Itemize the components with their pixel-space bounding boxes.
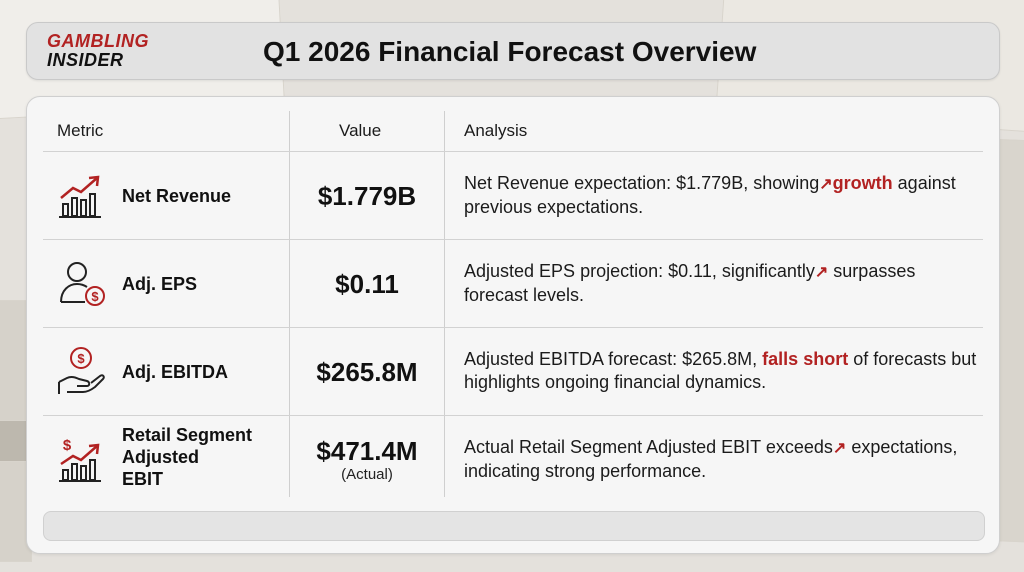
metric-value: $1.779B <box>317 181 417 211</box>
hand-dollar-icon: $ <box>58 347 105 394</box>
analysis-text-part: Adjusted EBITDA forecast: $265.8M, <box>464 349 758 369</box>
analysis-text-part: Actual Retail Segment Adjusted EBIT exce… <box>464 437 833 457</box>
svg-text:$: $ <box>77 351 85 366</box>
logo-line-2: INSIDER <box>47 50 124 70</box>
analysis-text-part: Adjusted EPS projection: $0.11, signific… <box>464 261 815 281</box>
column-header-value: Value <box>339 121 382 140</box>
analysis-text-part: expectations, indicating strong performa… <box>464 437 958 481</box>
svg-text:$: $ <box>91 289 99 304</box>
brand-logo: GAMBLING INSIDER <box>47 32 149 70</box>
metric-label: Adj. EBITDA <box>122 362 228 382</box>
column-header-analysis: Analysis <box>464 121 528 140</box>
analysis-text: Adjusted EPS projection: $0.11, signific… <box>464 260 984 307</box>
value-cell: $0.11 <box>290 269 444 300</box>
row-divider <box>43 239 983 240</box>
value-cell: $1.779B <box>290 181 444 212</box>
table-row-net-revenue: Net Revenue $1.779B Net Revenue expectat… <box>27 152 999 240</box>
footer-bar <box>43 511 985 541</box>
metric-value: $0.11 <box>335 269 399 299</box>
table-row-adj-ebitda: $ Adj. EBITDA $265.8M Adjusted EBITDA fo… <box>27 328 999 416</box>
value-note: (Actual) <box>341 466 393 483</box>
analysis-text: Net Revenue expectation: $1.779B, showin… <box>464 172 984 219</box>
metric-label: Net Revenue <box>122 186 232 206</box>
metric-label: Adj. EPS <box>122 274 198 294</box>
logo-line-1: GAMBLING <box>47 31 149 51</box>
analysis-text-part: of forecasts but highlights ongoing fina… <box>464 349 977 392</box>
column-divider <box>444 111 445 497</box>
forecast-table: Metric Value Analysis Net Revenue $1.779… <box>26 96 1000 554</box>
row-divider <box>43 327 983 328</box>
analysis-highlight: growth <box>832 173 893 193</box>
analysis-text-part: Net Revenue expectation: $1.779B, showin… <box>464 173 820 193</box>
value-cell: $471.4M (Actual) <box>290 436 444 483</box>
value-cell: $265.8M <box>290 357 444 388</box>
growth-chart-icon <box>59 175 101 218</box>
table-row-adj-eps: $ Adj. EPS $0.11 Adjusted EPS projection… <box>27 240 999 328</box>
analysis-text: Actual Retail Segment Adjusted EBIT exce… <box>464 436 984 483</box>
row-divider <box>43 415 983 416</box>
person-dollar-icon: $ <box>60 262 105 306</box>
trend-up-arrow-icon: ↗ <box>819 176 833 193</box>
column-divider <box>289 111 290 497</box>
metric-label-line: EBIT <box>122 469 164 489</box>
dollar-growth-chart-icon: $ <box>59 437 101 482</box>
row-divider <box>43 151 983 152</box>
analysis-highlight: falls short <box>762 349 849 369</box>
analysis-text-part: surpasses forecast levels. <box>464 261 916 305</box>
metric-label-line: Adjusted <box>122 447 200 467</box>
metric-value: $265.8M <box>316 357 418 387</box>
trend-up-arrow-icon: ↗ <box>814 264 829 281</box>
page-title: Q1 2026 Financial Forecast Overview <box>263 36 757 67</box>
metric-value: $471.4M <box>316 436 418 466</box>
column-header-metric: Metric <box>57 121 104 140</box>
analysis-text: Adjusted EBITDA forecast: $265.8M, falls… <box>464 348 984 394</box>
metric-label-line: Retail Segment <box>122 425 253 445</box>
header-bar: GAMBLING INSIDER Q1 2026 Financial Forec… <box>26 22 1000 80</box>
metric-label: Retail Segment Adjusted EBIT <box>122 424 252 490</box>
svg-text:$: $ <box>63 437 72 454</box>
analysis-text-part: against previous expectations. <box>464 173 956 217</box>
trend-up-arrow-icon: ↗ <box>832 440 847 457</box>
table-row-retail-ebit: $ Retail Segment Adjusted EBIT $471.4M (… <box>27 416 999 504</box>
